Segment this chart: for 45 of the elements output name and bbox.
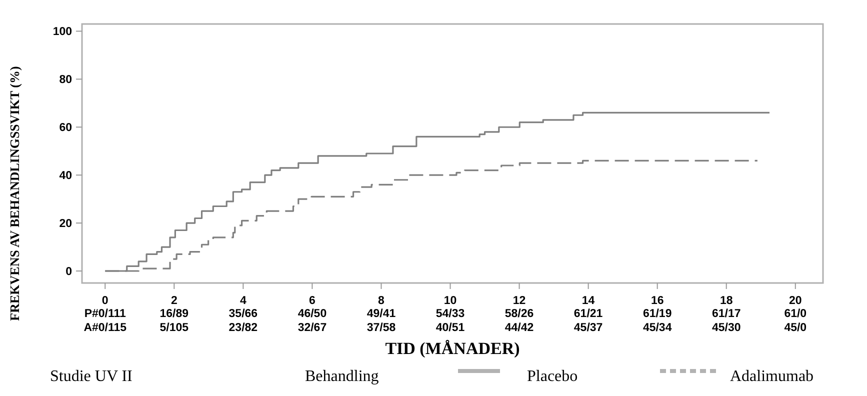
text: 32/67 <box>298 322 327 334</box>
text: 5/105 <box>160 322 190 334</box>
legend-label: Adalimumab <box>730 368 814 385</box>
text: 61/21 <box>574 308 604 320</box>
text: P#0/111 <box>84 308 127 320</box>
text: 58/26 <box>504 308 534 320</box>
x-tick-label: 0 <box>102 295 108 308</box>
text: 40/51 <box>436 322 466 334</box>
x-tick-label: 20 <box>788 295 802 308</box>
text: 46/50 <box>298 308 327 320</box>
y-tick-label: 60 <box>59 122 72 134</box>
legend-label: Placebo <box>527 368 578 385</box>
x-axis-title: TID (MÅNADER) <box>385 339 520 358</box>
y-axis-title: FREKVENS AV BEHANDLINGSSVIKT (%) <box>7 66 22 321</box>
x-tick-label: 4 <box>240 295 247 308</box>
legend-title: Behandling <box>305 368 379 385</box>
x-tick-label: 16 <box>650 295 664 308</box>
x-tick-label: 8 <box>378 295 386 308</box>
text: 44/42 <box>504 322 534 334</box>
x-tick-label: 12 <box>512 295 526 308</box>
x-tick-label: 6 <box>309 295 316 308</box>
text: 45/34 <box>642 322 672 334</box>
y-tick-label: 0 <box>66 266 72 278</box>
text: 45/0 <box>784 322 807 334</box>
text: 61/17 <box>712 308 741 320</box>
text: Studie UV II <box>50 368 132 385</box>
x-tick-label: 14 <box>582 295 596 308</box>
text: 45/37 <box>574 322 603 334</box>
x-tick-label: 10 <box>444 295 457 308</box>
text: 35/66 <box>228 308 258 320</box>
text: 54/33 <box>436 308 465 320</box>
y-tick-label: 100 <box>52 26 72 38</box>
text: 61/0 <box>784 308 807 320</box>
y-tick-label: 80 <box>59 74 72 86</box>
text: 61/19 <box>642 308 672 320</box>
x-tick-label: 18 <box>720 295 734 308</box>
text: 49/41 <box>366 308 396 320</box>
x-tick-label: 2 <box>170 295 178 308</box>
text: 23/82 <box>228 322 258 334</box>
text: A#0/115 <box>84 322 128 334</box>
y-tick-label: 40 <box>59 170 72 182</box>
y-tick-label: 20 <box>59 218 72 230</box>
text: 45/30 <box>712 322 741 334</box>
text: 37/58 <box>366 322 396 334</box>
text: 16/89 <box>160 308 189 320</box>
